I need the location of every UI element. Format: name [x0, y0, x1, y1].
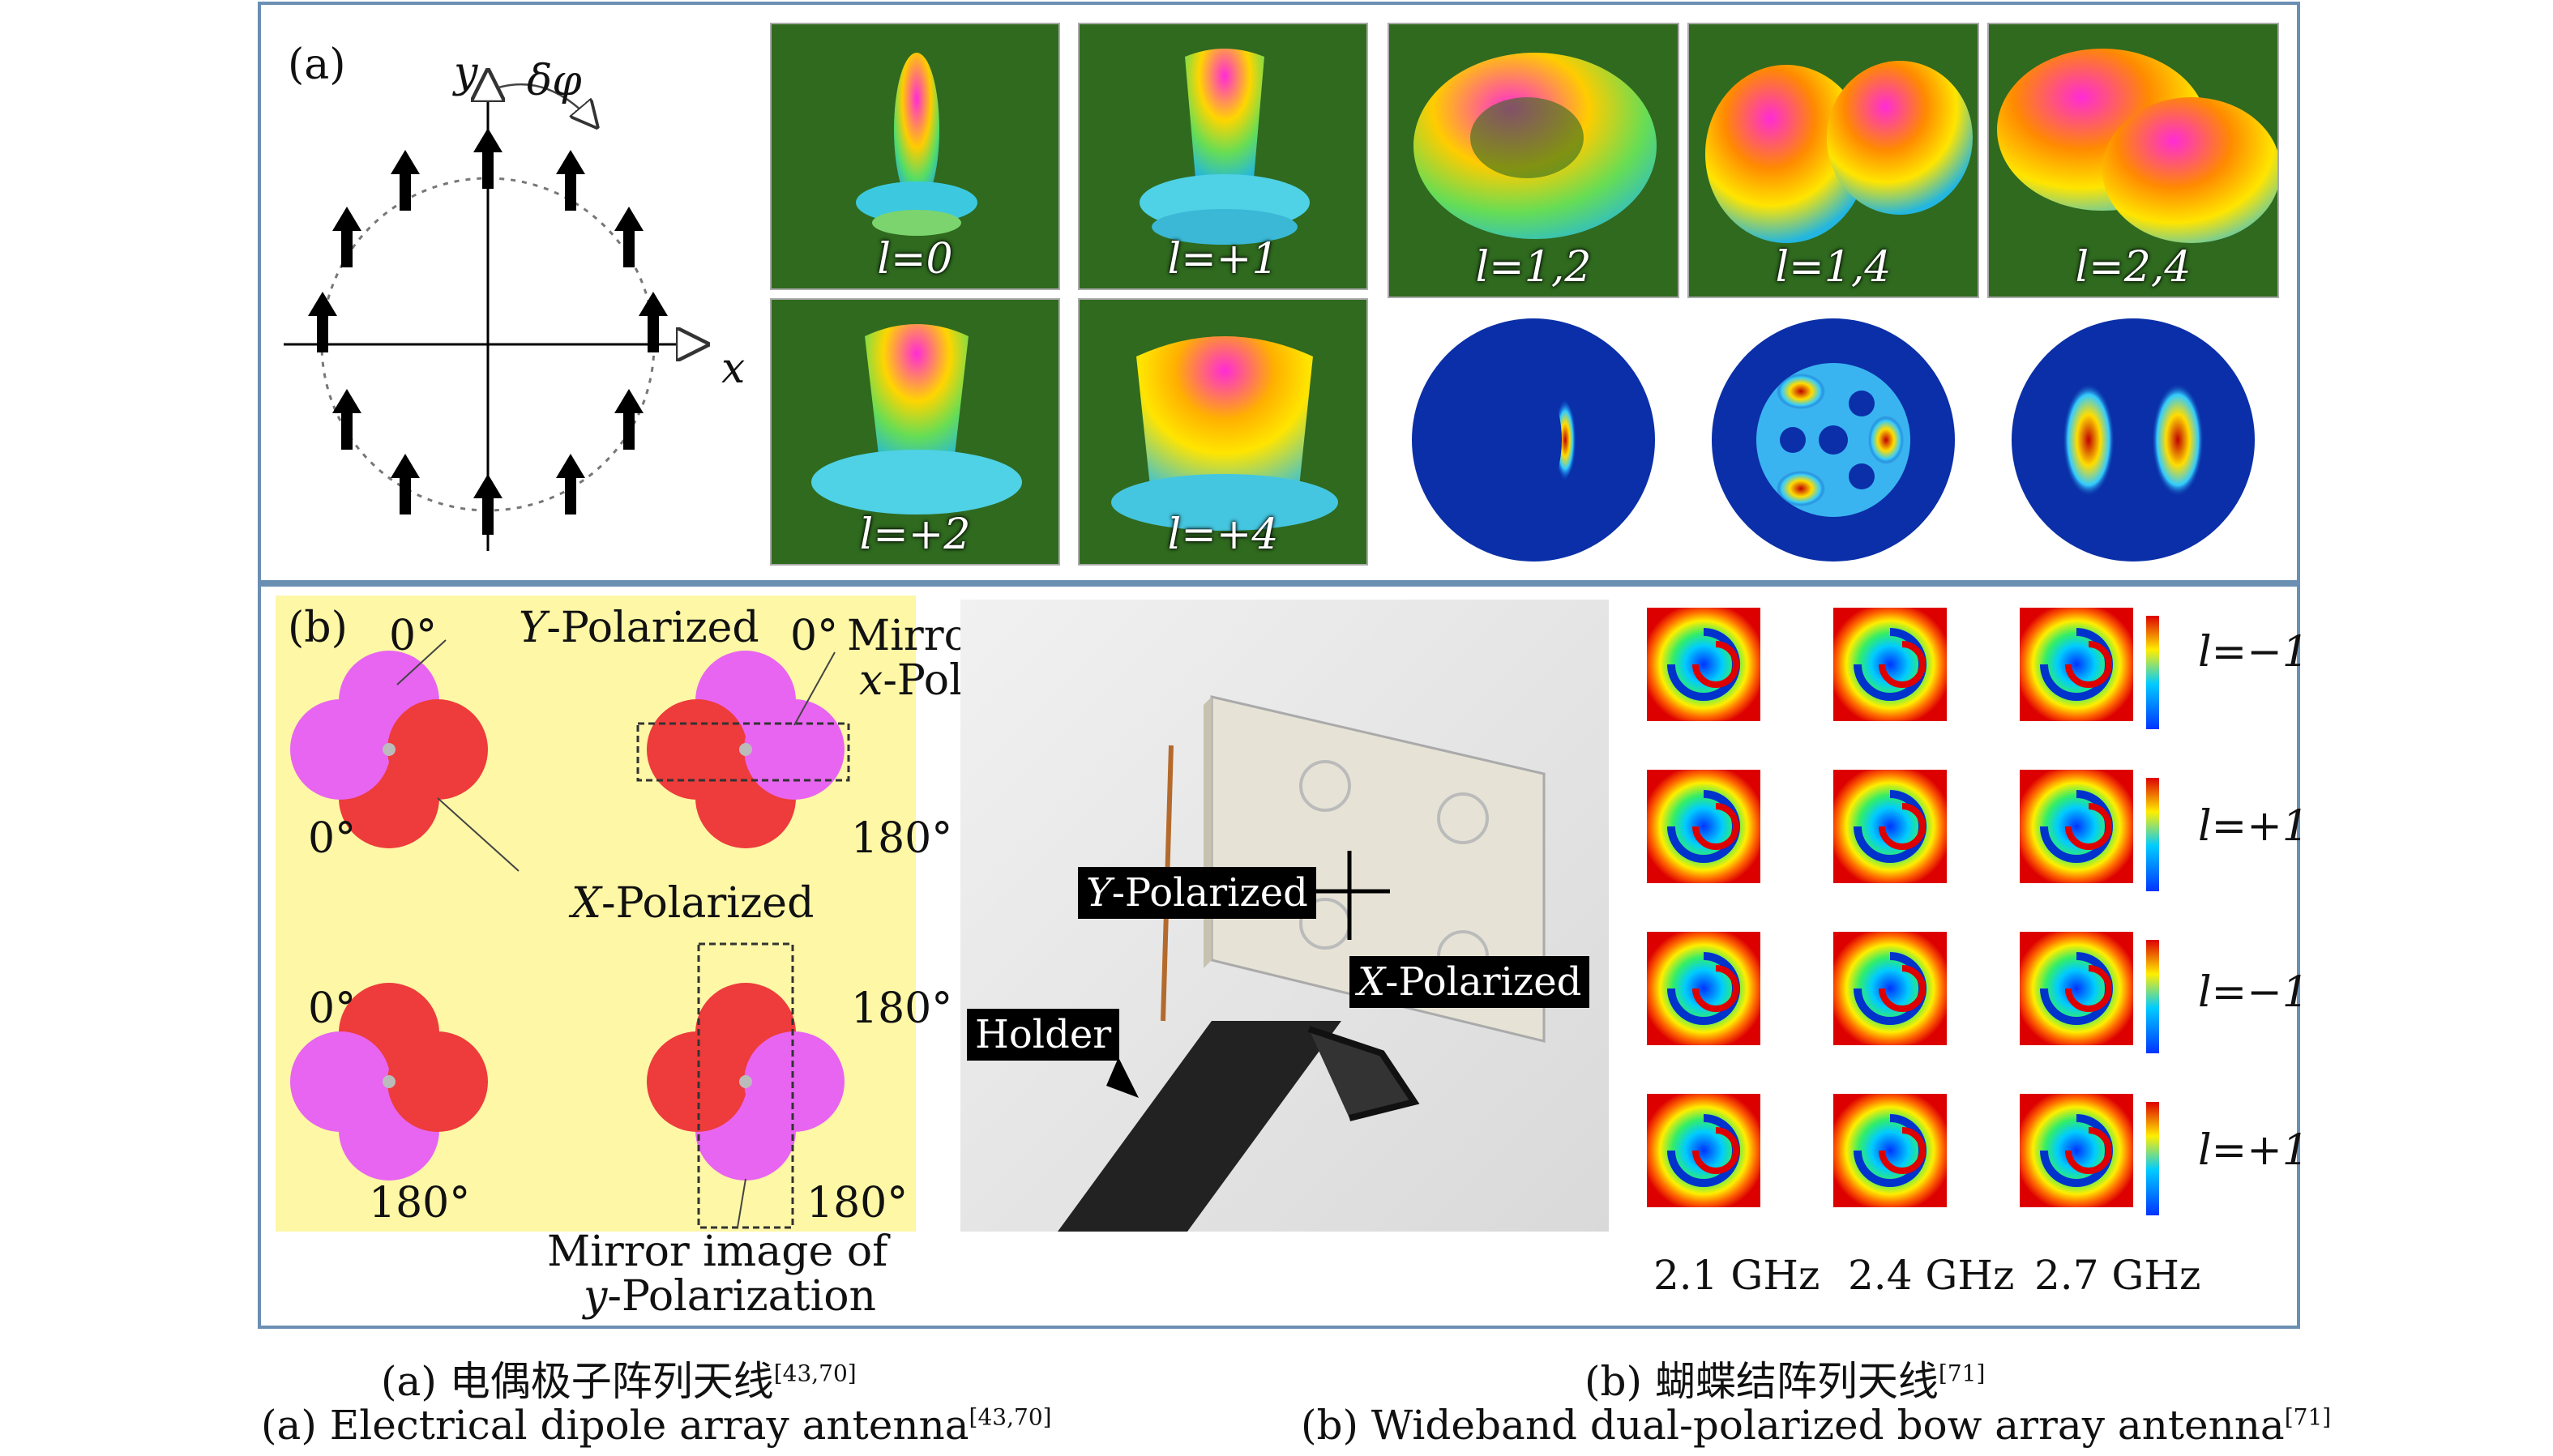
deg-label-180-mid-right: 180° — [851, 814, 953, 863]
phase-row-label-3: l=−1 — [2198, 968, 2309, 1017]
pattern-lobe-graphic — [1413, 53, 1657, 239]
pattern-lobe-graphic — [1140, 49, 1310, 245]
bowtie-element-4 — [647, 942, 845, 1229]
tile-label: l=1,4 — [1775, 243, 1892, 292]
caption-b-cn-ref: [71] — [1938, 1360, 1986, 1387]
caption-a-english: (a) Electrical dipole array antenna[43,7… — [261, 1402, 1052, 1449]
pattern-tile-l+2: l=+2 — [770, 298, 1060, 566]
pattern-tile-l1-2: l=1,2 — [1388, 23, 1679, 298]
deg-label-0-bottom-left: 0° — [308, 984, 357, 1033]
pattern-tile-l0: l=0 — [770, 23, 1060, 290]
caption-b-cn-text: (b) 蝴蝶结阵列天线 — [1584, 1358, 1939, 1405]
deg-label-180-bottom-right-top: 180° — [851, 984, 953, 1033]
tile-label: l=+2 — [859, 510, 971, 559]
intensity-disc-3 — [2012, 318, 2255, 561]
pattern-lobe-graphic — [1997, 49, 2277, 243]
tile-label: l=+1 — [1167, 235, 1279, 284]
caption-a-chinese: (a) 电偶极子阵列天线[43,70] — [381, 1349, 857, 1407]
dipole-array-diagram — [284, 49, 762, 551]
bowtie-element-1 — [290, 651, 488, 848]
photo-y-polarized-tag: Y-Polarized — [1078, 867, 1316, 919]
caption-a-en-ref: [43,70] — [969, 1403, 1052, 1431]
phase-row-label-1: l=−1 — [2198, 628, 2309, 677]
pattern-lobe-graphic — [1705, 61, 1973, 243]
caption-a-cn-text: (a) 电偶极子阵列天线 — [381, 1358, 774, 1405]
panel-a-tag: (a) — [288, 41, 346, 89]
panel-b-frame — [258, 583, 2300, 1329]
mirror-y-line1: Mirror image of — [547, 1228, 888, 1276]
phase-row-label-2: l=+1 — [2198, 802, 2309, 851]
caption-b-english: (b) Wideband dual-polarized bow array an… — [1301, 1402, 2331, 1449]
freq-label-2-4: 2.4 GHz — [1848, 1252, 2015, 1299]
mirror-y-line2: y-Polarization — [584, 1272, 876, 1321]
pattern-tile-l2-4: l=2,4 — [1987, 23, 2279, 298]
intensity-disc-2 — [1712, 318, 1955, 561]
deg-label-180-bottom-right: 180° — [806, 1179, 909, 1228]
axis-y-label: y — [454, 49, 478, 97]
pattern-lobe-graphic — [811, 324, 1022, 515]
photo-x-polarized-tag: X-Polarized — [1349, 956, 1590, 1008]
y-polarized-label: Y-Polarized — [519, 604, 759, 652]
caption-b-chinese: (b) 蝴蝶结阵列天线[71] — [1584, 1349, 1985, 1407]
axis-x-label: x — [721, 344, 746, 393]
photo-holder-tag: Holder — [967, 1009, 1120, 1061]
antenna-photo-graphic — [1058, 695, 1546, 1232]
pattern-tile-l1-4: l=1,4 — [1687, 23, 1979, 298]
bowtie-element-3 — [290, 983, 488, 1181]
panel-b-tag: (b) — [288, 604, 348, 652]
pattern-lobe-graphic — [856, 53, 977, 236]
deg-label-0-top-left: 0° — [389, 612, 438, 660]
caption-b-en-text: (b) Wideband dual-polarized bow array an… — [1301, 1402, 2285, 1449]
deg-label-0-top-right: 0° — [790, 612, 839, 660]
x-polarized-label: X-Polarized — [571, 879, 815, 928]
pattern-lobe-graphic — [1111, 336, 1338, 531]
bowtie-petals — [290, 639, 850, 1229]
tile-label: l=1,2 — [1475, 243, 1592, 292]
freq-label-2-1: 2.1 GHz — [1653, 1252, 1820, 1299]
bowtie-element-2 — [636, 651, 850, 848]
tile-label: l=0 — [877, 235, 953, 284]
phase-map-grid — [1637, 600, 2204, 1240]
tile-label: l=+4 — [1167, 510, 1279, 559]
freq-label-2-7: 2.7 GHz — [2034, 1252, 2201, 1299]
deg-label-180-bottom-left: 180° — [369, 1179, 471, 1228]
deg-label-0-mid-left: 0° — [308, 814, 357, 863]
intensity-disc-1 — [1412, 318, 1655, 561]
caption-b-en-ref: [71] — [2284, 1403, 2332, 1431]
pattern-tile-l+1: l=+1 — [1078, 23, 1368, 290]
pattern-tile-l+4: l=+4 — [1078, 298, 1368, 566]
caption-a-cn-ref: [43,70] — [773, 1360, 857, 1387]
phase-delta-label: δφ — [527, 57, 582, 105]
caption-a-en-text: (a) Electrical dipole array antenna — [261, 1402, 969, 1449]
phase-map-graphic — [1637, 600, 2159, 1240]
panel-a-frame — [258, 2, 2300, 583]
tile-label: l=2,4 — [2075, 243, 2192, 292]
phase-row-label-4: l=+1 — [2198, 1126, 2309, 1175]
